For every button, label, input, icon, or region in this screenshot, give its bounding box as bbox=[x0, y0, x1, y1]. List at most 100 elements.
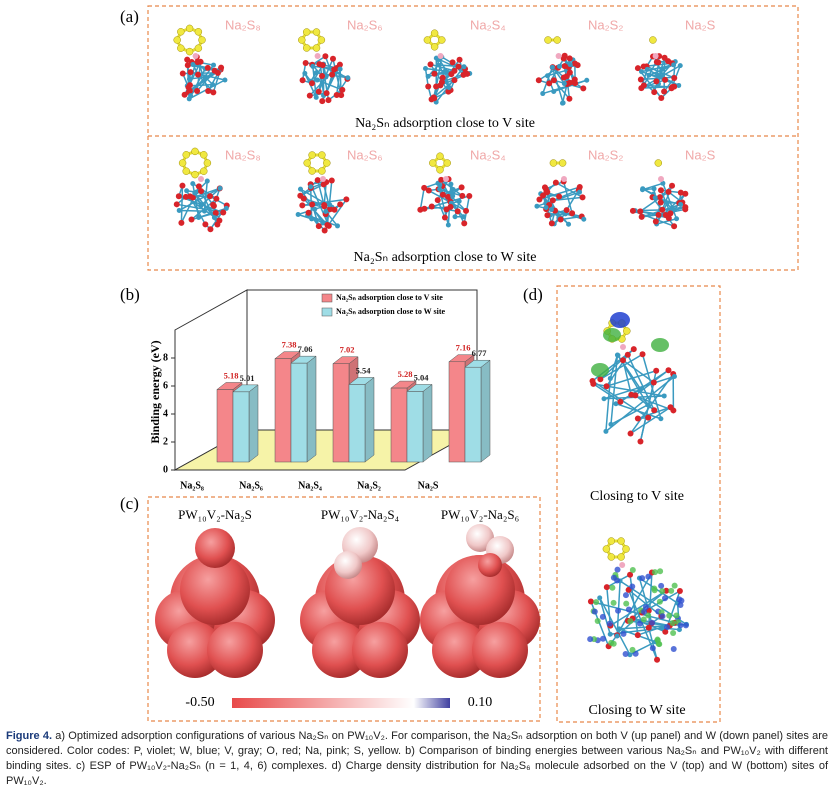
bar bbox=[290, 355, 317, 463]
atom bbox=[184, 188, 190, 194]
atom bbox=[178, 159, 187, 167]
density-lobe bbox=[620, 630, 627, 637]
species-label: Na₂S₂ bbox=[588, 147, 623, 162]
density-lobe bbox=[622, 650, 629, 657]
density-lobe bbox=[623, 600, 630, 607]
esp-title: PW₁₀V₂-Na₂S bbox=[178, 507, 252, 522]
bar-front bbox=[216, 389, 234, 463]
atom bbox=[653, 78, 660, 85]
atom bbox=[441, 214, 448, 221]
atom bbox=[559, 100, 565, 106]
atom bbox=[184, 56, 191, 63]
density-lobe bbox=[666, 612, 673, 619]
atom bbox=[602, 545, 611, 553]
atom bbox=[194, 87, 201, 94]
bond bbox=[189, 76, 206, 80]
atom bbox=[198, 176, 204, 182]
atom bbox=[449, 59, 456, 66]
density-lobe bbox=[614, 566, 621, 573]
atom bbox=[312, 206, 318, 212]
atom bbox=[297, 192, 304, 199]
panel-label: (c) bbox=[120, 494, 139, 513]
atom bbox=[644, 66, 650, 72]
atom bbox=[658, 176, 664, 182]
atom bbox=[550, 77, 557, 84]
bar-side bbox=[422, 383, 433, 463]
atom bbox=[417, 206, 424, 213]
figure: (a) (b) (c) (d) Na₂Sₙ adsorption close t… bbox=[120, 5, 799, 723]
atom bbox=[584, 77, 590, 83]
legend-swatch bbox=[321, 293, 333, 303]
atom bbox=[185, 47, 194, 56]
panel-label: (b) bbox=[120, 285, 140, 304]
atom bbox=[667, 210, 674, 217]
legend-swatch bbox=[321, 307, 333, 317]
atom bbox=[654, 159, 663, 167]
atom bbox=[312, 28, 321, 36]
atom bbox=[443, 176, 449, 182]
bond bbox=[196, 70, 216, 92]
density-lobe bbox=[678, 597, 685, 604]
atom bbox=[597, 376, 604, 383]
density-lobe bbox=[593, 599, 600, 606]
atom bbox=[561, 81, 567, 87]
atom bbox=[646, 72, 652, 78]
panel-label: (a) bbox=[120, 7, 139, 26]
atom bbox=[319, 73, 326, 80]
atom bbox=[676, 587, 683, 594]
atom bbox=[638, 386, 644, 392]
atom bbox=[566, 69, 573, 76]
atom bbox=[534, 203, 540, 209]
value-label: 7.16 bbox=[456, 343, 471, 353]
atom bbox=[657, 199, 664, 206]
atom bbox=[195, 183, 202, 190]
atom bbox=[682, 190, 689, 197]
atom bbox=[302, 28, 311, 36]
atom bbox=[315, 88, 322, 95]
density-lobe bbox=[629, 583, 636, 590]
atom bbox=[637, 76, 644, 83]
atom bbox=[329, 71, 336, 78]
atom bbox=[461, 220, 468, 227]
bond bbox=[609, 590, 667, 627]
atom bbox=[655, 211, 662, 218]
atom bbox=[343, 196, 350, 203]
atom bbox=[607, 553, 616, 561]
atom bbox=[662, 212, 669, 219]
bond bbox=[641, 85, 675, 89]
atom bbox=[314, 77, 320, 83]
density-lobe bbox=[603, 328, 621, 342]
panel-label: (d) bbox=[523, 285, 543, 304]
lobe bbox=[312, 622, 368, 678]
species-label: Na₂S₆ bbox=[347, 17, 383, 32]
atom bbox=[198, 188, 205, 195]
bond bbox=[622, 359, 655, 384]
species-label: Na₂S₂ bbox=[588, 17, 623, 32]
molecule bbox=[535, 36, 590, 106]
caption-text: a) Optimized adsorption configurations o… bbox=[6, 730, 829, 787]
x-tick-label: Na₂S₈ bbox=[180, 480, 204, 491]
atom bbox=[651, 407, 658, 414]
atom bbox=[659, 206, 666, 213]
atom bbox=[571, 60, 578, 67]
density-lobe bbox=[600, 635, 607, 642]
density-lobe bbox=[591, 608, 598, 615]
atom bbox=[423, 66, 429, 72]
density-lobe bbox=[661, 595, 668, 602]
bond bbox=[539, 186, 580, 201]
density-lobe bbox=[677, 622, 684, 629]
density-lobe bbox=[659, 613, 666, 620]
molecule bbox=[587, 537, 689, 663]
atom bbox=[339, 86, 346, 93]
atom bbox=[211, 62, 217, 68]
atom bbox=[204, 64, 211, 71]
atom bbox=[566, 95, 573, 102]
atom bbox=[207, 226, 214, 233]
atom bbox=[661, 393, 667, 399]
atom bbox=[658, 416, 664, 422]
atom bbox=[345, 75, 351, 81]
atom bbox=[654, 656, 661, 663]
value-label: 7.06 bbox=[298, 344, 313, 354]
atom bbox=[455, 63, 462, 70]
species-label: Na₂S₈ bbox=[225, 147, 261, 162]
